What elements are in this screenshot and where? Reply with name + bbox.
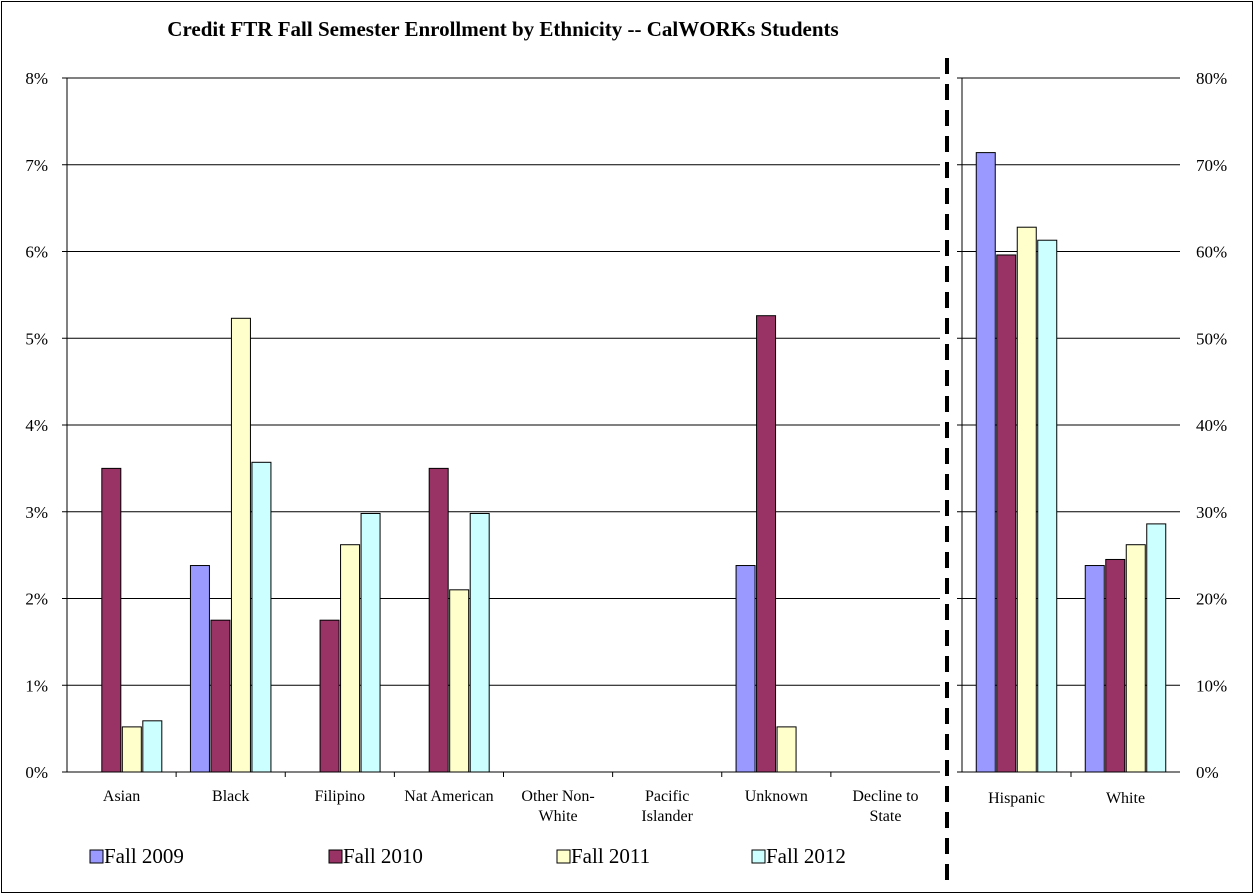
legend-swatch <box>752 850 765 863</box>
x-category-label: Filipino <box>314 788 365 805</box>
bar-fall-2010 <box>102 468 121 772</box>
y-tick-label: 8% <box>25 69 48 88</box>
chart-legend: Fall 2009 Fall 2010 Fall 2011 Fall 2012 <box>90 844 846 868</box>
y-tick-label: 7% <box>25 156 48 175</box>
bar-fall-2010 <box>997 255 1016 772</box>
bar-fall-2011 <box>1126 545 1145 772</box>
legend-label: Fall 2010 <box>343 844 423 868</box>
bar-fall-2011 <box>341 545 360 772</box>
y-tick-label: 30% <box>1196 503 1227 522</box>
bar-fall-2009 <box>976 153 995 772</box>
x-category-label: State <box>869 808 901 825</box>
bar-fall-2011 <box>777 727 796 772</box>
x-category-label: White <box>539 808 578 825</box>
bar-fall-2011 <box>231 318 250 772</box>
x-category-label: Islander <box>641 808 693 825</box>
y-tick-label: 60% <box>1196 243 1227 262</box>
chart-title: Credit FTR Fall Semester Enrollment by E… <box>167 17 838 41</box>
x-category-label: Nat American <box>404 788 493 805</box>
legend-label: Fall 2011 <box>571 844 650 868</box>
bar-fall-2009 <box>1085 566 1104 772</box>
bar-fall-2010 <box>757 316 776 772</box>
y-tick-label: 70% <box>1196 156 1227 175</box>
bar-fall-2010 <box>211 620 230 772</box>
y-tick-label: 4% <box>25 416 48 435</box>
x-category-label: Pacific <box>645 788 689 805</box>
y-tick-label: 40% <box>1196 416 1227 435</box>
bar-fall-2009 <box>190 566 209 772</box>
y-tick-label: 50% <box>1196 329 1227 348</box>
bar-fall-2012 <box>1038 240 1057 772</box>
bar-fall-2012 <box>1147 524 1166 772</box>
bar-fall-2010 <box>1106 559 1125 772</box>
bar-fall-2011 <box>450 590 469 772</box>
x-category-label: White <box>1106 790 1145 807</box>
bar-fall-2010 <box>320 620 339 772</box>
x-category-label: Decline to <box>852 788 918 805</box>
y-tick-label: 0% <box>1196 763 1219 782</box>
x-category-label: Asian <box>103 788 140 805</box>
bar-fall-2010 <box>429 468 448 772</box>
y-tick-label: 1% <box>25 676 48 695</box>
y-tick-label: 10% <box>1196 676 1227 695</box>
bar-fall-2011 <box>122 727 141 772</box>
y-tick-label: 6% <box>25 243 48 262</box>
bar-fall-2012 <box>470 513 489 772</box>
y-tick-label: 0% <box>25 763 48 782</box>
y-tick-label: 3% <box>25 503 48 522</box>
bar-fall-2012 <box>252 462 271 772</box>
right-chart-ethnicity-major: 0% 10% 20% 30% 40% 50% 60% 70% 80% Hispanic White <box>957 69 1227 807</box>
x-category-label: Unknown <box>745 788 808 805</box>
x-category-label: Black <box>212 788 249 805</box>
y-tick-label: 2% <box>25 590 48 609</box>
y-tick-label: 80% <box>1196 69 1227 88</box>
y-tick-label: 20% <box>1196 590 1227 609</box>
legend-swatch <box>557 850 570 863</box>
x-category-label: Hispanic <box>988 790 1045 807</box>
bar-fall-2012 <box>143 721 162 772</box>
legend-swatch <box>329 850 342 863</box>
bar-fall-2012 <box>361 513 380 772</box>
legend-label: Fall 2012 <box>766 844 846 868</box>
bar-fall-2011 <box>1017 227 1036 772</box>
left-chart-ethnicity-minor: 0% 1% 2% 3% 4% 5% 6% 7% 8% Asian Black Filipino Nat … <box>25 69 940 825</box>
bar-fall-2009 <box>736 566 755 772</box>
y-tick-label: 5% <box>25 329 48 348</box>
x-category-label: Other Non- <box>521 788 594 805</box>
legend-swatch <box>90 850 103 863</box>
legend-label: Fall 2009 <box>104 844 184 868</box>
